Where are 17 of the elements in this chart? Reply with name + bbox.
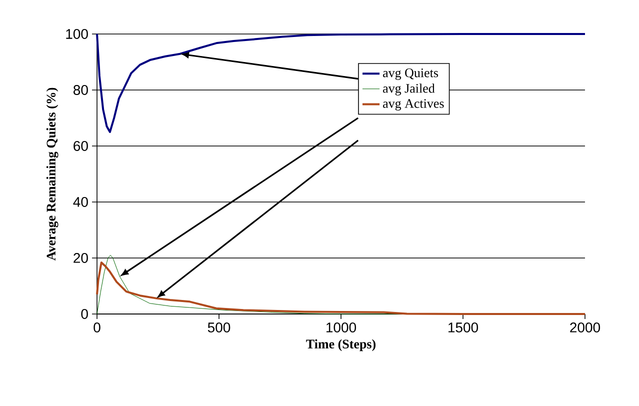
y-tick-label: 20 bbox=[74, 253, 88, 263]
y-tick-label: 60 bbox=[74, 141, 88, 151]
x-tick-label: 1000 bbox=[326, 322, 356, 332]
y-tick-label: 100 bbox=[66, 29, 88, 39]
x-tick-label: 2000 bbox=[570, 322, 600, 332]
x-tick-label: 500 bbox=[208, 322, 230, 332]
y-axis-title: Average Remaining Quiets (%) bbox=[46, 88, 58, 261]
legend-label: avg Jailed bbox=[383, 84, 435, 96]
line-series bbox=[96, 32, 586, 133]
legend-label: avg Actives bbox=[383, 99, 444, 111]
x-tick-label: 1500 bbox=[448, 322, 478, 332]
y-tick-label: 80 bbox=[74, 85, 88, 95]
x-tick-label: 0 bbox=[94, 322, 100, 332]
y-tick-label: 0 bbox=[81, 309, 88, 319]
y-tick-label: 40 bbox=[73, 197, 88, 207]
x-axis-title: Time (Steps) bbox=[306, 339, 376, 352]
legend-label: avg Quiets bbox=[383, 68, 438, 80]
